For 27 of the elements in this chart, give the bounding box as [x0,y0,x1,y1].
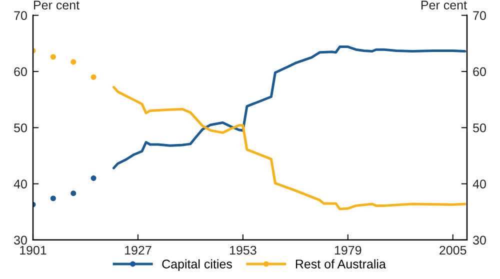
y2-tick-label: 30 [473,236,486,245]
y2-axis-title: Per cent [421,0,467,10]
y2-tick-label: 60 [473,67,486,76]
x-tick-label: 1927 [125,246,152,255]
y-axis-title: Per cent [34,0,80,10]
line-series [112,46,466,170]
point [70,59,76,65]
y-tick-label: 70 [14,11,27,20]
x-tick-label: 1979 [334,246,362,255]
x-tick-label: 1901 [20,246,46,255]
legend-label: Capital cities [162,259,232,271]
point [90,74,96,80]
y-tick-label: 50 [14,123,27,132]
line-series [112,86,466,210]
point [90,175,96,181]
y2-tick-label: 70 [473,11,486,20]
point [50,54,56,60]
point [70,190,76,196]
point [50,196,56,202]
y2-tick-label: 50 [473,123,486,132]
y-tick-label: 30 [14,236,27,245]
y2-tick-label: 40 [472,180,486,188]
legend-label: Rest of Australia [296,259,386,268]
x-tick-label: 1953 [230,246,256,255]
x-tick-label: 2005 [440,246,466,255]
y-tick-label: 40 [14,180,27,188]
y-tick-label: 60 [14,67,27,76]
